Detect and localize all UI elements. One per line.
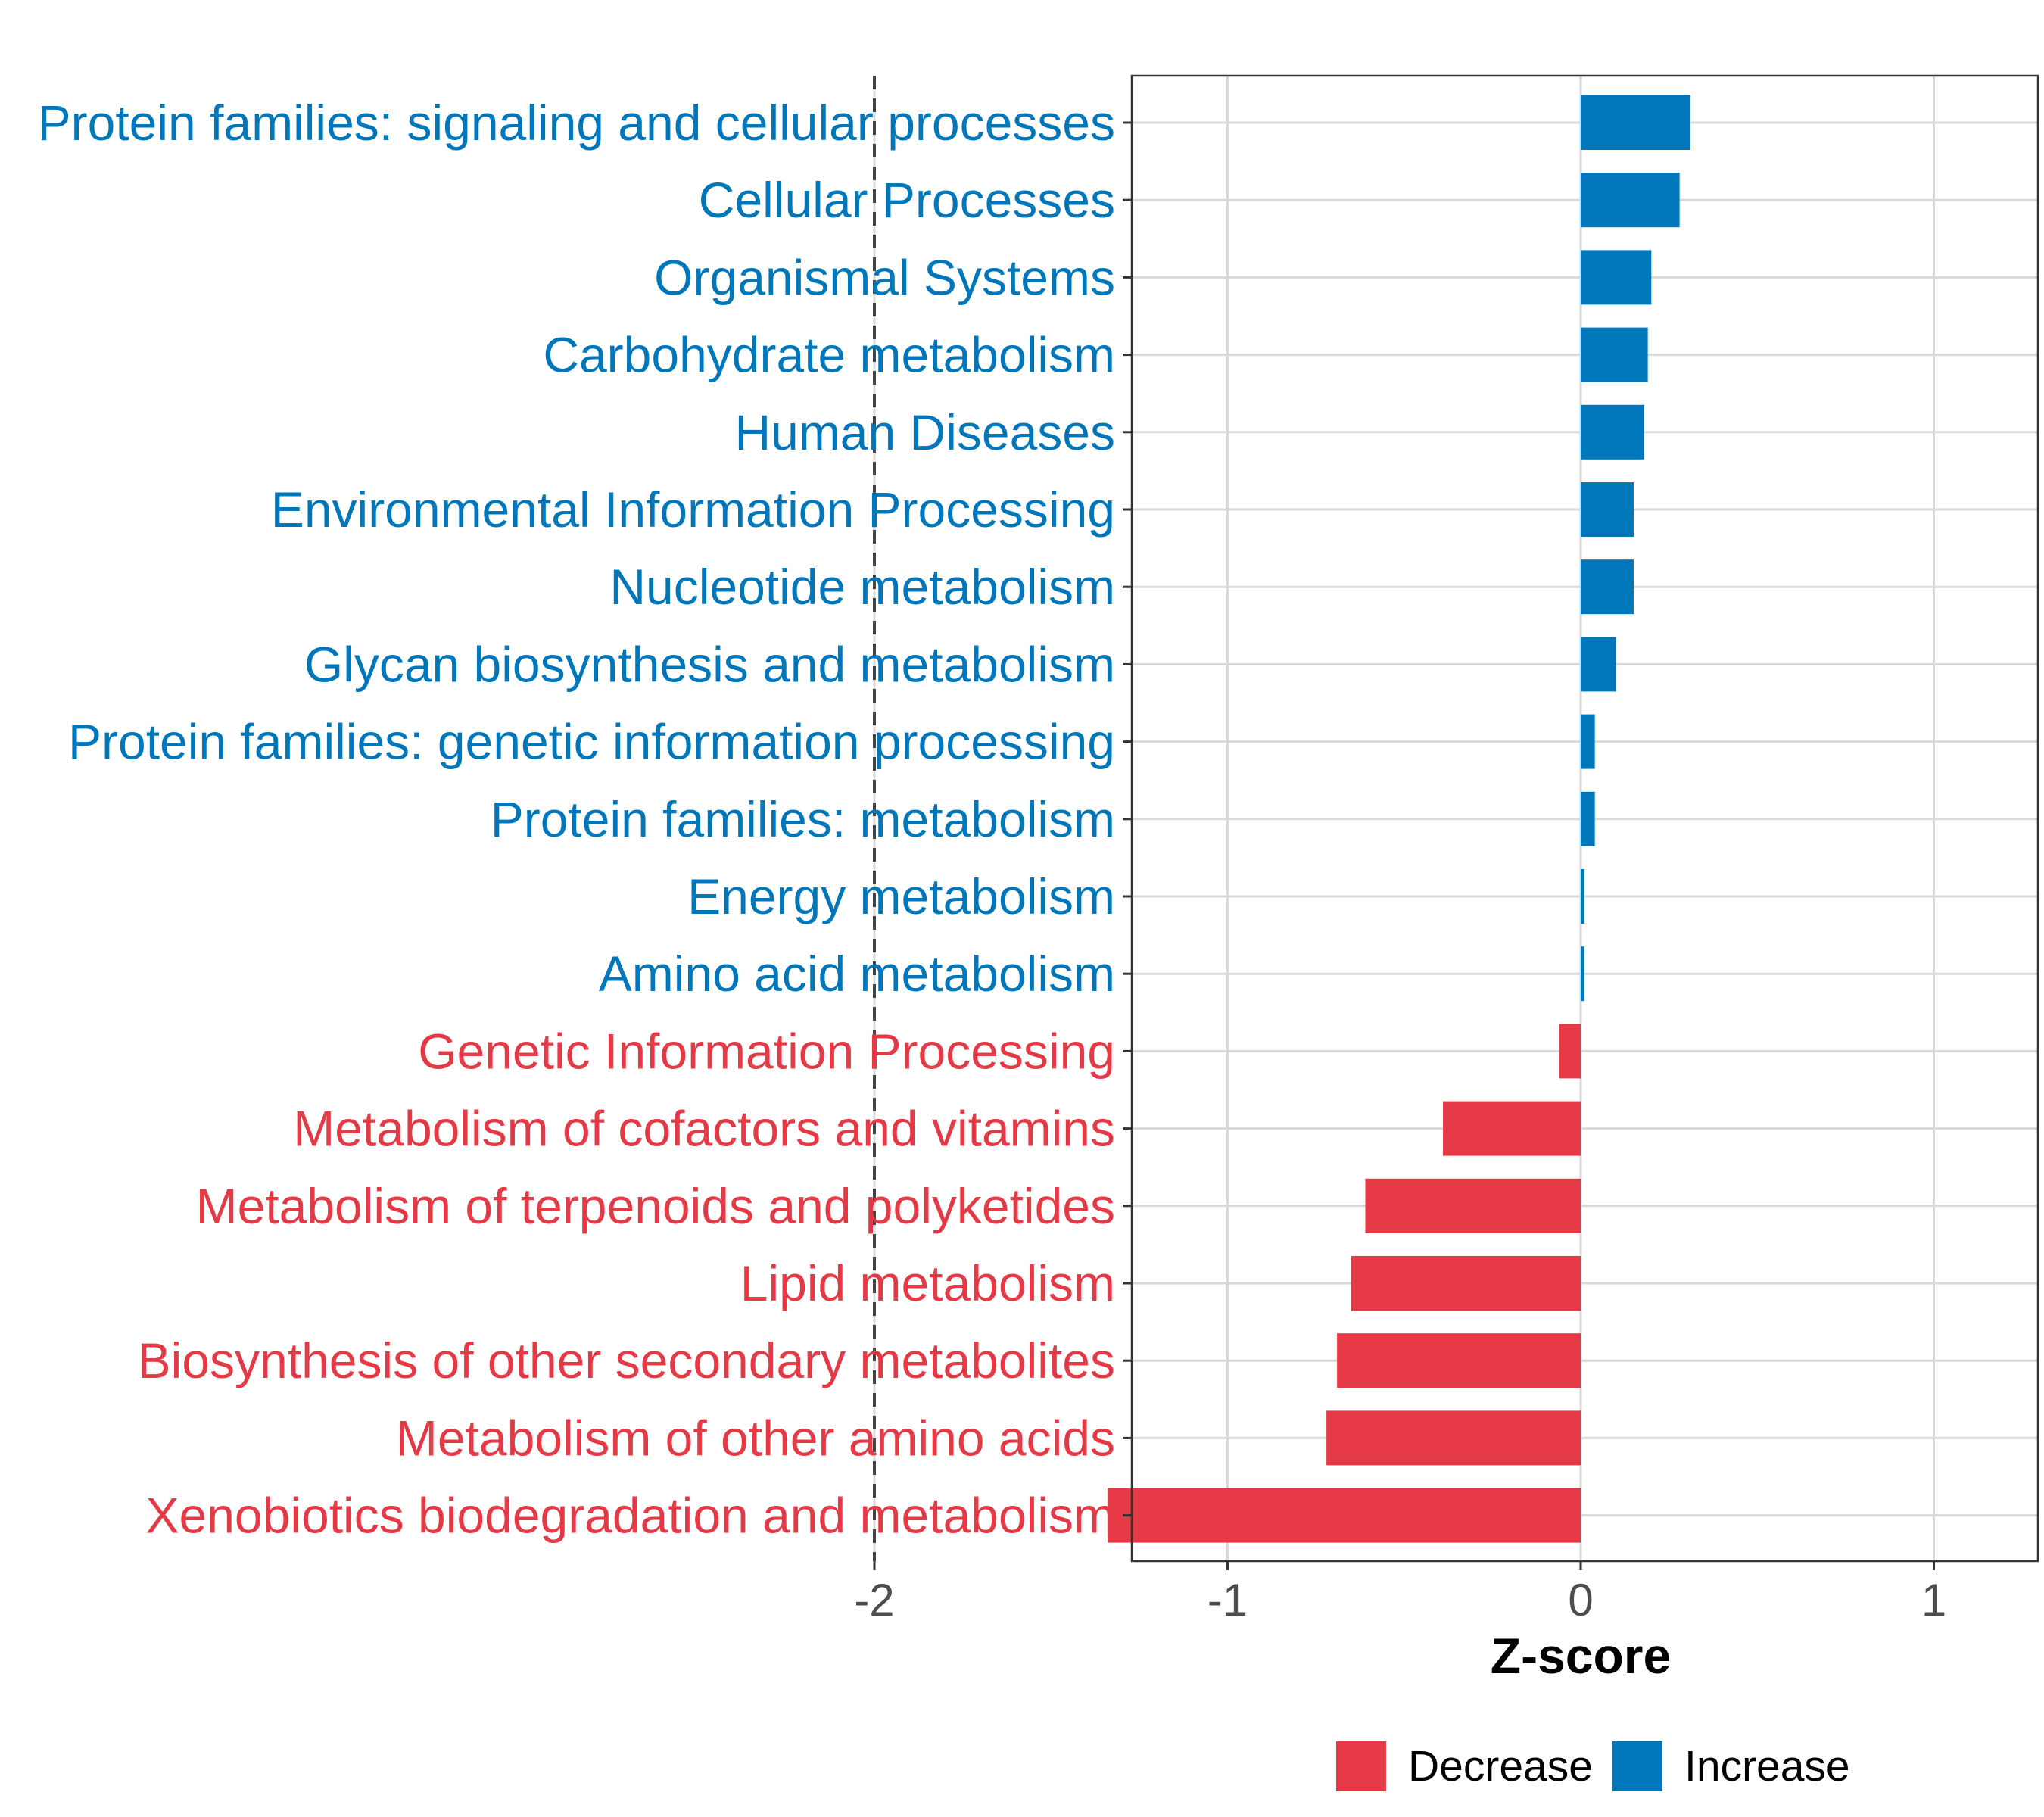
category-label: Carbohydrate metabolism (543, 327, 1115, 383)
bar (1581, 559, 1634, 615)
category-label: Cellular Processes (699, 172, 1115, 228)
y-axis-labels: Protein families: signaling and cellular… (38, 95, 1115, 1544)
category-label: Metabolism of other amino acids (396, 1410, 1115, 1466)
category-label: Metabolism of cofactors and vitamins (293, 1101, 1115, 1157)
legend-key (1612, 1741, 1662, 1791)
category-label: Metabolism of terpenoids and polyketides (196, 1178, 1115, 1234)
bar (1581, 327, 1648, 382)
y-axis-ticks (1123, 121, 1132, 1517)
x-tick-label: 0 (1568, 1575, 1593, 1625)
category-label: Environmental Information Processing (271, 482, 1115, 538)
category-label: Lipid metabolism (740, 1255, 1115, 1311)
x-axis-title: Z-score (1491, 1628, 1671, 1684)
bar (1559, 1024, 1581, 1079)
reference-lines (873, 76, 876, 1561)
category-label: Protein families: genetic information pr… (68, 714, 1115, 770)
category-label: Genetic Information Processing (418, 1023, 1115, 1079)
legend-label: Increase (1684, 1742, 1850, 1791)
bar (1326, 1410, 1581, 1466)
bar (1107, 1488, 1581, 1543)
category-label: Human Diseases (734, 404, 1115, 460)
bar (1581, 637, 1616, 692)
legend: Decrease Increase (1336, 1741, 1850, 1791)
category-label: Energy metabolism (687, 868, 1115, 924)
category-label: Amino acid metabolism (599, 946, 1115, 1002)
legend-label: Decrease (1408, 1742, 1593, 1791)
bar (1365, 1178, 1581, 1233)
category-label: Xenobiotics biodegradation and metabolis… (146, 1488, 1116, 1544)
bar (1581, 95, 1690, 150)
legend-key (1336, 1741, 1386, 1791)
bar (1581, 791, 1595, 846)
bar (1581, 714, 1595, 769)
category-label: Nucleotide metabolism (609, 559, 1115, 615)
x-tick-label: 1 (1921, 1575, 1946, 1625)
bar (1337, 1333, 1581, 1388)
bar (1581, 482, 1634, 537)
bar (1581, 173, 1680, 228)
bar (1581, 404, 1644, 460)
bar (1581, 946, 1584, 1002)
bar (1351, 1256, 1581, 1311)
bar (1443, 1101, 1581, 1156)
bar (1581, 869, 1584, 924)
category-label: Protein families: metabolism (491, 791, 1115, 847)
x-tick-label: -2 (854, 1575, 894, 1625)
x-axis-ticks: -2-1012 (854, 1561, 1946, 1625)
category-label: Biosynthesis of other secondary metaboli… (138, 1332, 1115, 1388)
category-label: Organismal Systems (654, 249, 1115, 305)
category-label: Protein families: signaling and cellular… (38, 95, 1115, 151)
bar (1581, 250, 1652, 305)
bars (1107, 95, 1690, 1543)
category-label: Glycan biosynthesis and metabolism (304, 636, 1115, 692)
x-tick-label: -1 (1207, 1575, 1248, 1625)
